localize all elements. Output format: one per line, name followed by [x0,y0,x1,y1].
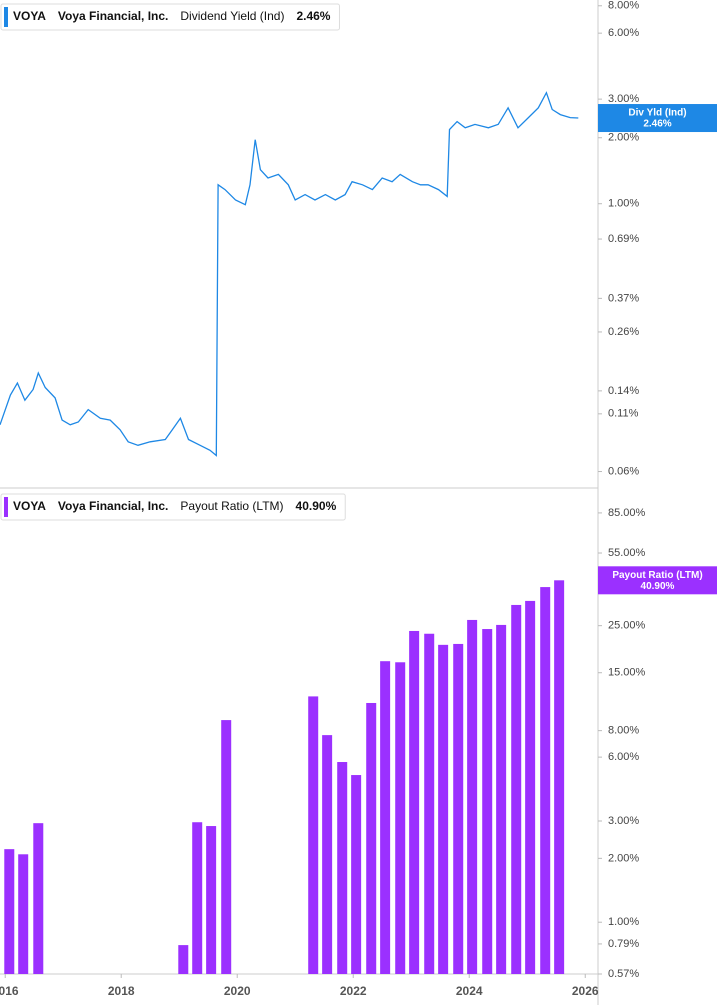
legend-ticker: VOYA [13,9,46,23]
y-tick-label: 15.00% [608,667,646,679]
legend-company: Voya Financial, Inc. [58,9,168,23]
value-badge [598,566,717,595]
legend-box [0,3,340,31]
bar [511,604,522,974]
bar [221,720,232,974]
y-tick-label: 25.00% [608,620,646,632]
x-tick-label: 2016 [0,984,19,998]
y-tick-label: 0.37% [608,292,639,304]
y-tick-label: 85.00% [608,507,646,519]
y-tick-label: 3.00% [608,815,639,827]
x-tick-label: 2022 [340,984,367,998]
legend-marker [4,497,8,517]
y-tick-label: 3.00% [608,93,639,105]
y-tick-label: 0.14% [608,385,639,397]
bar [322,735,333,974]
bar [496,624,507,974]
bar [366,702,377,974]
bar [308,696,319,974]
bar [192,822,203,974]
bar [351,775,362,974]
y-tick-label: 0.26% [608,326,639,338]
bar [337,762,348,974]
legend-company: Voya Financial, Inc. [58,499,168,513]
bar [467,619,478,974]
y-tick-label: 55.00% [608,547,646,559]
bar [18,854,29,974]
y-tick-label: 8.00% [608,725,639,737]
bar [409,630,420,974]
y-tick-label: 0.57% [608,968,639,980]
x-tick-label: 2026 [572,984,599,998]
y-tick-label: 8.00% [608,0,639,12]
y-tick-label: 1.00% [608,198,639,210]
bar [424,633,435,974]
y-tick-label: 1.00% [608,916,639,928]
y-tick-label: 2.00% [608,852,639,864]
legend-value: 2.46% [296,9,330,23]
badge-value: 40.90% [641,581,675,592]
bar [540,587,551,974]
bar [206,826,217,974]
legend-series: Dividend Yield (Ind) [180,9,284,23]
bar [380,661,391,974]
legend-box [0,493,346,521]
legend-ticker: VOYA [13,499,46,513]
x-tick-label: 2020 [224,984,251,998]
badge-value: 2.46% [643,119,671,130]
bar [178,945,189,974]
y-tick-label: 0.06% [608,465,639,477]
bar [453,643,464,974]
x-tick-label: 2018 [108,984,135,998]
line [0,91,579,457]
badge-label: Payout Ratio (LTM) [612,570,702,581]
y-tick-label: 0.11% [608,408,639,420]
y-tick-label: 0.79% [608,938,639,950]
bar [554,580,565,974]
bar [438,644,449,974]
bar [525,600,536,974]
legend-marker [4,7,8,27]
y-tick-label: 0.69% [608,233,639,245]
legend-series: Payout Ratio (LTM) [180,499,283,513]
y-tick-label: 6.00% [608,751,639,763]
x-tick-label: 2024 [456,984,483,998]
bar [33,823,44,974]
badge-label: Div Yld (Ind) [628,108,686,119]
value-badge [598,104,717,133]
legend-value: 40.90% [296,499,337,513]
bar [482,629,493,974]
bar [4,849,15,974]
y-tick-label: 2.00% [608,132,639,144]
y-tick-label: 6.00% [608,27,639,39]
bar [395,662,406,974]
